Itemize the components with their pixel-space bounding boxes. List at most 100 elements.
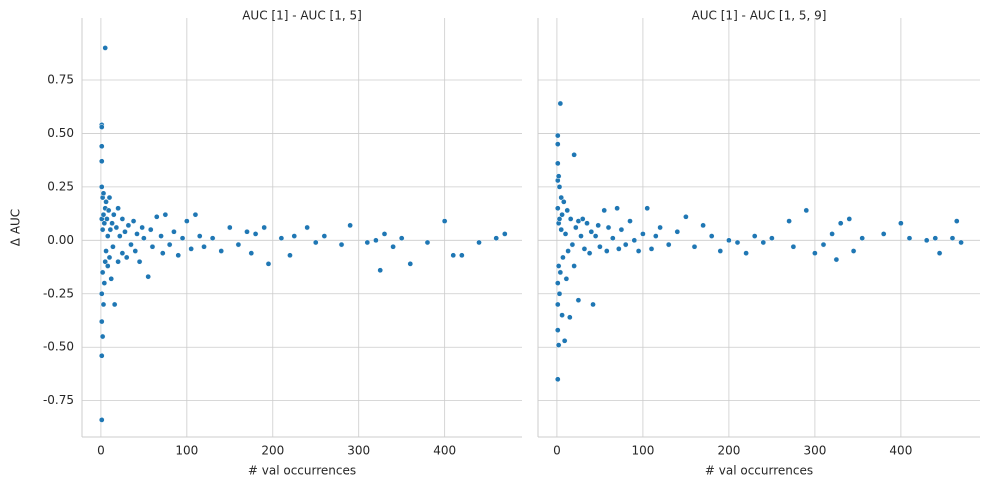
point: [932, 235, 939, 242]
point: [304, 224, 311, 231]
point: [493, 235, 500, 242]
x-tick-label: 200: [717, 444, 740, 458]
y-tick-label: -0.25: [43, 286, 74, 300]
point: [614, 205, 620, 212]
point: [571, 263, 577, 269]
point: [846, 216, 853, 222]
point: [648, 246, 655, 252]
point: [557, 269, 564, 276]
point: [153, 213, 160, 220]
point: [581, 246, 588, 252]
point: [769, 235, 775, 242]
point: [110, 211, 117, 218]
point: [555, 342, 562, 348]
point: [122, 228, 128, 235]
point: [588, 228, 595, 235]
point: [579, 216, 586, 222]
point: [113, 224, 120, 231]
point: [103, 248, 109, 254]
y-tick-label: 0.75: [47, 72, 74, 86]
point: [312, 239, 319, 246]
point: [559, 211, 565, 218]
point: [104, 216, 110, 222]
point: [708, 233, 715, 239]
point: [104, 233, 111, 239]
point: [563, 275, 570, 282]
point: [501, 231, 508, 237]
point: [104, 263, 111, 269]
point: [98, 352, 105, 359]
point: [424, 239, 431, 246]
y-axis-label: Δ AUC: [9, 209, 23, 246]
point: [98, 158, 105, 165]
point: [635, 248, 642, 254]
point: [458, 252, 465, 259]
point: [130, 218, 137, 224]
point: [119, 216, 126, 222]
point: [159, 250, 166, 257]
point: [665, 241, 672, 248]
point: [569, 241, 576, 248]
point: [398, 235, 405, 242]
point: [833, 256, 840, 263]
point: [252, 231, 259, 237]
point: [575, 297, 582, 304]
point: [99, 226, 106, 233]
point: [377, 267, 384, 274]
point: [786, 218, 792, 224]
point: [235, 241, 242, 248]
point: [108, 275, 115, 282]
point: [390, 243, 396, 250]
point: [556, 184, 563, 190]
point: [760, 239, 767, 246]
point: [98, 143, 105, 150]
point: [751, 233, 758, 239]
point: [640, 231, 646, 237]
x-tick-label: 100: [175, 444, 198, 458]
point: [132, 248, 139, 254]
point: [162, 211, 169, 218]
point: [98, 290, 105, 297]
point: [218, 248, 225, 254]
point: [700, 222, 706, 229]
point: [820, 241, 827, 248]
x-tick-label: 200: [261, 444, 284, 458]
point: [595, 222, 602, 229]
point: [179, 235, 186, 242]
point: [158, 233, 164, 239]
point: [111, 301, 118, 308]
point: [958, 239, 964, 246]
point: [683, 213, 689, 220]
point: [278, 235, 285, 242]
point: [584, 220, 590, 227]
point: [99, 269, 106, 276]
point: [556, 216, 563, 222]
point: [441, 218, 448, 224]
point: [601, 207, 608, 214]
point: [850, 248, 857, 254]
x-tick-label: 100: [631, 444, 654, 458]
chart-title: AUC [1] - AUC [1, 5, 9]: [692, 9, 827, 23]
x-tick-label: 300: [347, 444, 370, 458]
point: [134, 231, 140, 237]
x-axis-label: # val occurrences: [705, 464, 813, 478]
point: [321, 233, 328, 239]
y-tick-label: 0.00: [47, 233, 74, 247]
point: [615, 246, 622, 252]
point: [790, 243, 797, 250]
point: [248, 250, 255, 257]
x-tick-label: 0: [97, 444, 105, 458]
point: [554, 280, 561, 286]
point: [572, 224, 579, 231]
point: [125, 222, 132, 229]
point: [586, 250, 593, 257]
point: [652, 233, 659, 239]
point: [554, 327, 561, 333]
point: [147, 226, 154, 233]
point: [906, 235, 913, 242]
point: [145, 273, 152, 280]
x-tick-label: 400: [889, 444, 912, 458]
point: [373, 237, 379, 244]
point: [554, 205, 561, 212]
point: [209, 235, 216, 242]
